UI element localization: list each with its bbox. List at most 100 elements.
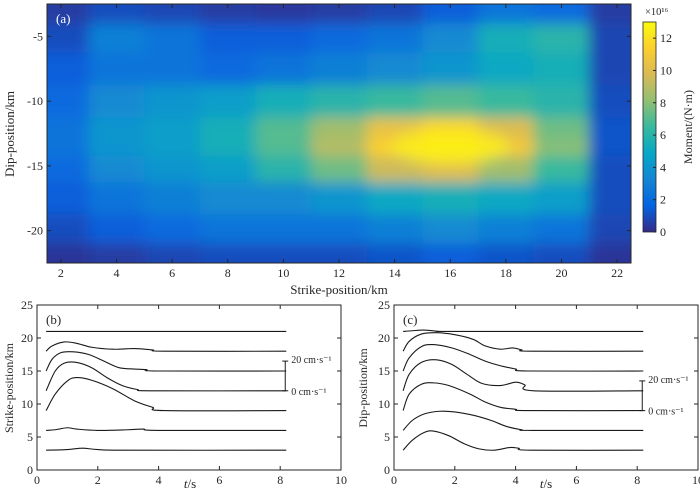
heatmap-cell — [255, 243, 312, 263]
panel-b-label: (b) — [46, 312, 61, 327]
heatmap-cell — [199, 156, 257, 183]
heatmap-cell — [533, 52, 590, 86]
waveform-line — [402, 343, 644, 372]
x-tick-label: 22 — [611, 266, 623, 280]
heatmap-cell — [533, 23, 590, 54]
heatmap-cell — [255, 117, 312, 141]
x-tick-label: 8 — [634, 473, 640, 487]
y-tick-label: 0 — [27, 463, 33, 477]
panel-b-ticks: 0 2 4 6 8 10 0 5 10 15 20 25 — [21, 298, 347, 487]
heatmap-cell — [589, 139, 631, 157]
heatmap-cell — [199, 214, 257, 245]
x-tick-label: 4 — [156, 473, 162, 487]
heatmap-cell — [533, 182, 590, 216]
heatmap-cell — [144, 117, 201, 141]
heatmap-cell — [533, 117, 590, 141]
heatmap-cell — [47, 4, 90, 25]
heatmap-cell — [88, 52, 145, 86]
heatmap-cell — [199, 84, 257, 118]
heatmap-cell — [144, 214, 201, 245]
heatmap-cell — [199, 4, 257, 25]
x-tick-label: 10 — [692, 473, 700, 487]
heatmap-cell — [533, 4, 590, 25]
y-tick-label: 25 — [21, 298, 33, 312]
heatmap-cell — [144, 243, 201, 263]
panel-b-scale-bar: 20 cm·s⁻¹ 0 cm·s⁻¹ — [282, 355, 331, 398]
x-tick-label: 14 — [389, 266, 401, 280]
colorbar-tick-label: 0 — [660, 225, 666, 239]
heatmap-cell — [533, 156, 590, 183]
scale-bar-bottom-label: 0 cm·s⁻¹ — [648, 407, 683, 418]
y-tick-label: 15 — [21, 364, 33, 378]
heatmap-cell — [199, 139, 257, 157]
heatmap-cell — [589, 4, 631, 25]
heatmap-cell — [88, 156, 145, 183]
y-tick-label: 20 — [378, 331, 390, 345]
x-tick-label: 4 — [513, 473, 519, 487]
y-tick-label: -15 — [27, 159, 43, 173]
heatmap-cell — [255, 214, 312, 245]
heatmap-cell — [47, 84, 90, 118]
waveform-line — [45, 361, 287, 392]
x-tick-label: 18 — [500, 266, 512, 280]
heatmap-cell — [47, 156, 90, 183]
y-tick-label: 15 — [378, 364, 390, 378]
waveform-line — [45, 377, 287, 412]
y-tick-label: 5 — [27, 430, 33, 444]
heatmap-cell — [366, 214, 424, 245]
heatmap-cell — [422, 243, 479, 263]
y-tick-label: 20 — [21, 331, 33, 345]
heatmap-cell — [144, 139, 201, 157]
heatmap-cells — [47, 4, 631, 263]
heatmap-cell — [88, 4, 145, 25]
x-tick-label: 16 — [444, 266, 456, 280]
waveform-line — [402, 430, 644, 451]
heatmap-cell — [47, 182, 90, 216]
colorbar-tick-label: 6 — [660, 128, 666, 142]
heatmap-cell — [311, 214, 368, 245]
heatmap-cell — [478, 243, 535, 263]
colorbar-ticks: 0 2 4 6 8 10 12 — [653, 31, 672, 239]
waveform-line — [45, 341, 287, 352]
panel-c-ticks: 0 2 4 6 8 10 0 5 10 15 20 25 — [378, 298, 700, 487]
heatmap-cell — [88, 84, 145, 118]
panel-a-xlabel: Strike-position/km — [290, 282, 388, 297]
panel-c-waveforms — [402, 329, 644, 451]
heatmap-cell — [422, 4, 479, 25]
heatmap-cell — [199, 182, 257, 216]
y-tick-label: 10 — [378, 397, 390, 411]
panel-b-xlabel: t/s — [184, 476, 196, 491]
colorbar-exponent: ×10¹⁶ — [645, 7, 669, 18]
heatmap-cell — [366, 4, 424, 25]
scale-bar-top-label: 20 cm·s⁻¹ — [291, 355, 331, 366]
heatmap-cell — [47, 243, 90, 263]
heatmap-peak — [390, 128, 511, 165]
panel-c-ylabel: Dip-position/km — [356, 348, 370, 428]
heatmap-cell — [47, 214, 90, 245]
heatmap-cell — [88, 214, 145, 245]
heatmap-cell — [255, 156, 312, 183]
waveform-line — [402, 332, 644, 352]
x-tick-label: 20 — [555, 266, 567, 280]
heatmap-cell — [47, 52, 90, 86]
heatmap-cell — [311, 84, 368, 118]
x-tick-label: 2 — [58, 266, 64, 280]
colorbar-tick-label: 12 — [660, 31, 672, 45]
heatmap-cell — [311, 52, 368, 86]
heatmap-cell — [311, 243, 368, 263]
x-tick-label: 6 — [169, 266, 175, 280]
y-tick-label: 25 — [378, 298, 390, 312]
x-tick-label: 6 — [216, 473, 222, 487]
y-tick-label: -20 — [27, 224, 43, 238]
heatmap-cell — [589, 214, 631, 245]
heatmap-cell — [311, 139, 368, 157]
y-tick-label: 5 — [384, 430, 390, 444]
y-tick-label: -10 — [27, 94, 43, 108]
heatmap-cell — [589, 52, 631, 86]
heatmap-cell — [311, 156, 368, 183]
panel-a-label: (a) — [56, 11, 70, 26]
x-tick-label: 8 — [277, 473, 283, 487]
heatmap-cell — [422, 52, 479, 86]
